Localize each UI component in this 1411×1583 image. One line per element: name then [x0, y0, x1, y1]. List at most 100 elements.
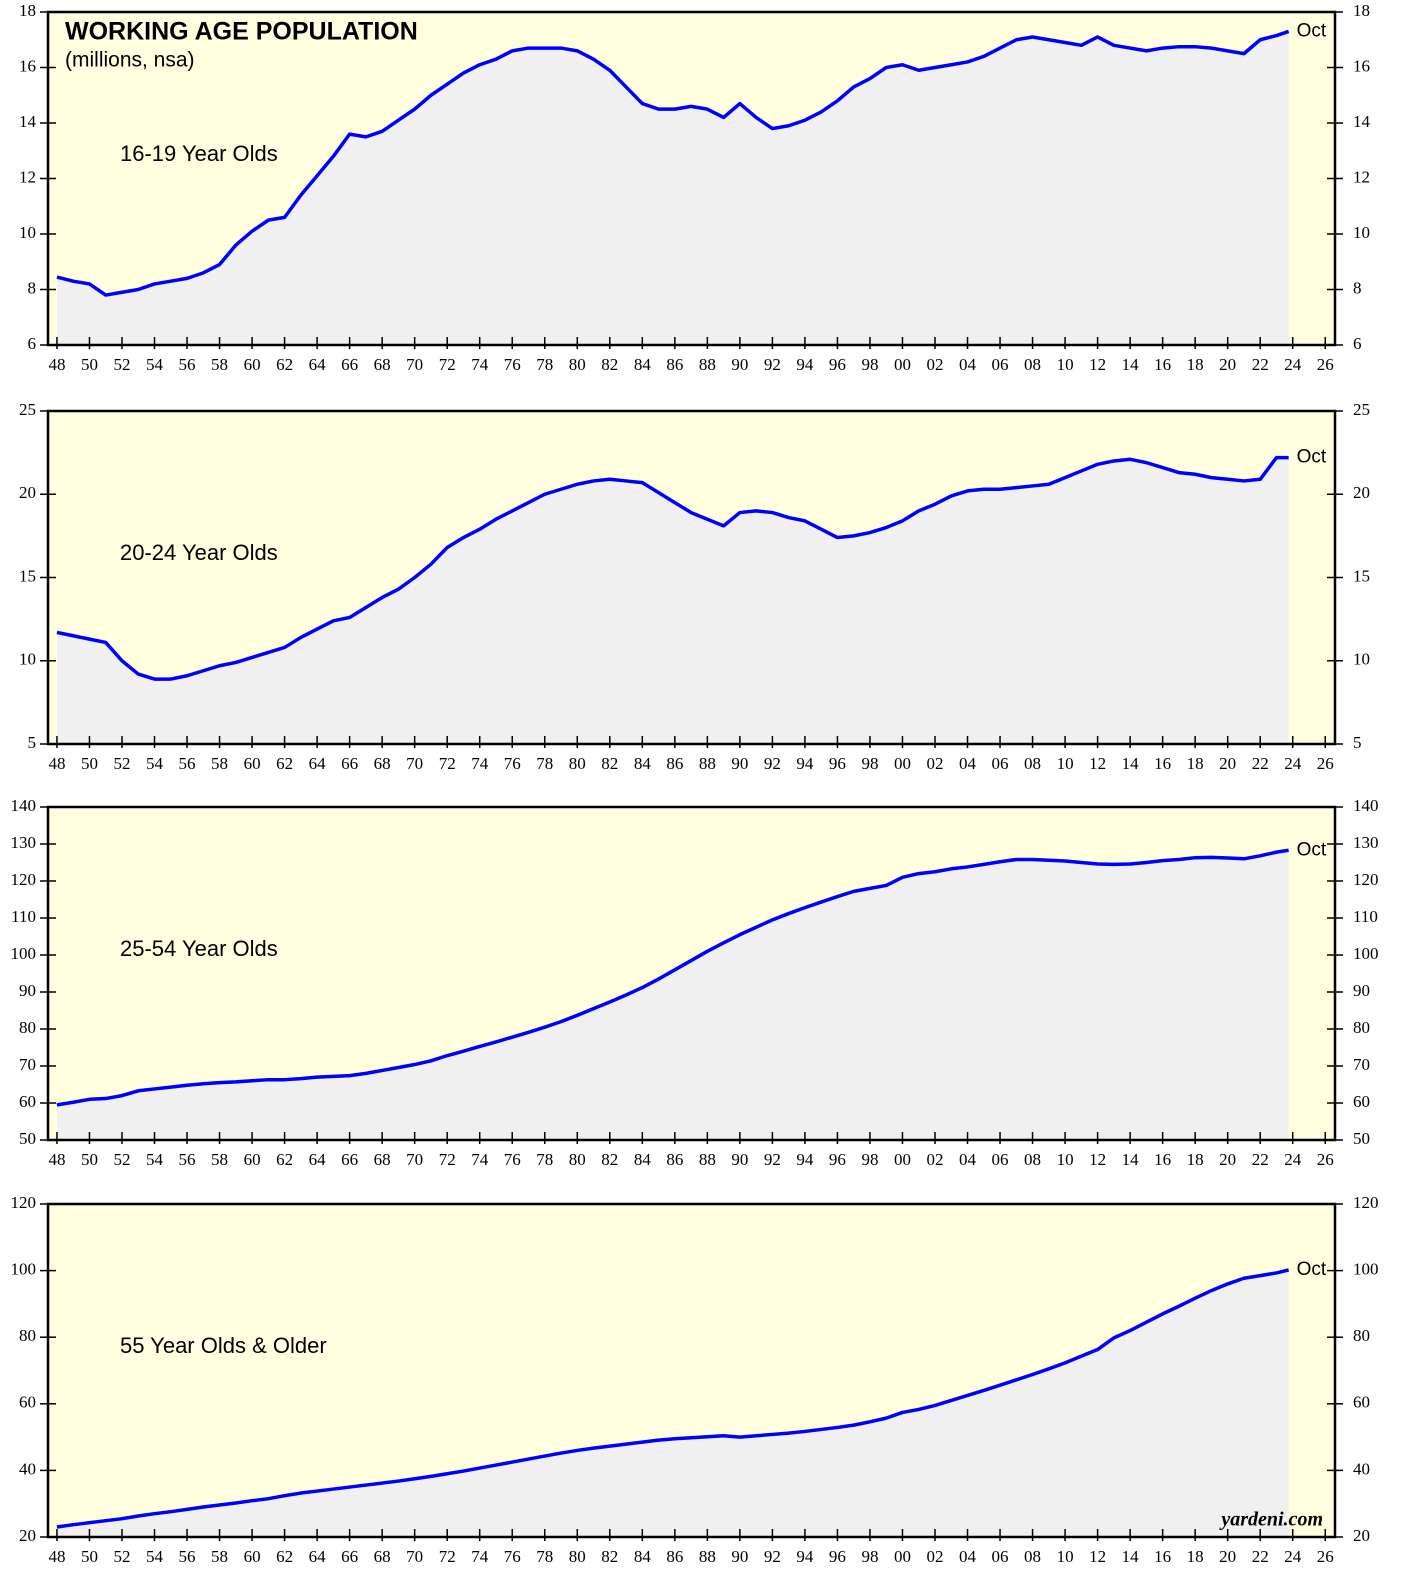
- x-tick-label: 68: [374, 1150, 391, 1169]
- y-tick-label: 16: [19, 56, 36, 75]
- x-tick-label: 62: [276, 1150, 293, 1169]
- x-tick-label: 66: [341, 754, 358, 773]
- line: [56, 848, 1289, 1107]
- x-tick-label: 48: [48, 754, 65, 773]
- y-tick-label: 60: [1353, 1092, 1370, 1111]
- y-tick-label: 20: [19, 483, 36, 502]
- x-tick-label: 12: [1089, 1150, 1106, 1169]
- y-tick-label: 40: [1353, 1459, 1370, 1478]
- x-tick-label: 88: [699, 754, 716, 773]
- x-tick-label: 86: [666, 355, 683, 374]
- x-tick-label: 72: [439, 355, 456, 374]
- x-tick-label: 48: [48, 1547, 65, 1566]
- x-tick-label: 64: [309, 754, 327, 773]
- annotation: Oct: [1297, 1259, 1327, 1280]
- x-tick-label: 22: [1252, 355, 1269, 374]
- x-tick-label: 98: [861, 1150, 878, 1169]
- x-tick-label: 24: [1284, 355, 1302, 374]
- x-tick-label: 54: [146, 1547, 164, 1566]
- x-tick-label: 74: [471, 1150, 489, 1169]
- x-tick-label: 04: [959, 754, 977, 773]
- x-tick-label: 52: [113, 355, 130, 374]
- x-tick-label: 78: [536, 1547, 553, 1566]
- x-tick-label: 74: [471, 1547, 489, 1566]
- x-tick-label: 94: [796, 1150, 814, 1169]
- x-tick-label: 16: [1154, 1150, 1171, 1169]
- x-tick-label: 22: [1252, 1547, 1269, 1566]
- x-tick-label: 92: [764, 355, 781, 374]
- x-tick-label: 04: [959, 355, 977, 374]
- x-tick-label: 50: [81, 754, 98, 773]
- series-label: 55 Year Olds & Older: [120, 1333, 327, 1358]
- x-tick-label: 64: [309, 355, 327, 374]
- x-tick-label: 48: [48, 1150, 65, 1169]
- x-tick-label: 74: [471, 355, 489, 374]
- line: [56, 1268, 1290, 1529]
- x-tick-label: 14: [1122, 355, 1140, 374]
- y-tick-label: 70: [19, 1055, 36, 1074]
- y-tick-label: 100: [1353, 1260, 1379, 1279]
- x-tick-label: 04: [959, 1547, 977, 1566]
- x-tick-label: 20: [1219, 355, 1236, 374]
- y-tick-label: 20: [19, 1526, 36, 1545]
- x-tick-label: 98: [861, 355, 878, 374]
- x-tick-label: 76: [504, 355, 521, 374]
- x-tick-label: 12: [1089, 754, 1106, 773]
- y-tick-label: 80: [19, 1326, 36, 1345]
- x-tick-label: 96: [829, 355, 846, 374]
- x-tick-label: 58: [211, 355, 228, 374]
- x-tick-label: 86: [666, 1150, 683, 1169]
- x-tick-label: 06: [992, 355, 1009, 374]
- x-tick-label: 24: [1284, 1547, 1302, 1566]
- x-tick-label: 84: [634, 355, 652, 374]
- x-tick-label: 26: [1317, 1547, 1334, 1566]
- y-tick-label: 120: [1353, 1193, 1379, 1212]
- x-tick-label: 74: [471, 754, 489, 773]
- x-tick-label: 82: [601, 1150, 618, 1169]
- y-tick-label: 130: [11, 833, 37, 852]
- y-tick-label: 60: [19, 1092, 36, 1111]
- x-tick-label: 00: [894, 1150, 911, 1169]
- y-tick-label: 18: [1353, 1, 1370, 20]
- x-tick-label: 26: [1317, 1150, 1334, 1169]
- y-tick-label: 10: [1353, 650, 1370, 669]
- x-tick-label: 50: [81, 1150, 98, 1169]
- x-tick-label: 02: [926, 1547, 943, 1566]
- x-tick-label: 56: [179, 754, 196, 773]
- area: [56, 1269, 1289, 1537]
- y-tick-label: 80: [1353, 1018, 1370, 1037]
- x-tick-label: 90: [731, 1150, 748, 1169]
- y-tick-label: 120: [11, 1193, 37, 1212]
- series-label: 20-24 Year Olds: [120, 540, 278, 565]
- x-tick-label: 22: [1252, 1150, 1269, 1169]
- annotation: Oct: [1297, 20, 1327, 41]
- x-tick-label: 72: [439, 1150, 456, 1169]
- y-tick-label: 10: [1353, 223, 1370, 242]
- x-tick-label: 66: [341, 1547, 358, 1566]
- y-tick-label: 100: [1353, 944, 1379, 963]
- area: [56, 457, 1289, 744]
- x-tick-label: 54: [146, 1150, 164, 1169]
- x-tick-label: 02: [926, 754, 943, 773]
- y-tick-label: 8: [28, 278, 37, 297]
- x-tick-label: 14: [1122, 1150, 1140, 1169]
- x-tick-label: 78: [536, 1150, 553, 1169]
- x-tick-label: 06: [992, 1150, 1009, 1169]
- x-tick-label: 86: [666, 754, 683, 773]
- plot-frame: [46, 1202, 1337, 1539]
- x-tick-label: 00: [894, 1547, 911, 1566]
- chart-title: WORKING AGE POPULATION: [65, 18, 418, 46]
- x-tick-label: 64: [309, 1150, 327, 1169]
- x-tick-label: 16: [1154, 355, 1171, 374]
- y-tick-label: 100: [11, 1260, 37, 1279]
- y-tick-label: 80: [1353, 1326, 1370, 1345]
- y-tick-label: 50: [19, 1129, 36, 1148]
- y-tick-label: 80: [19, 1018, 36, 1037]
- y-tick-label: 50: [1353, 1129, 1370, 1148]
- x-tick-label: 76: [504, 1150, 521, 1169]
- x-tick-label: 94: [796, 355, 814, 374]
- x-tick-label: 50: [81, 1547, 98, 1566]
- x-tick-label: 12: [1089, 355, 1106, 374]
- x-tick-label: 20: [1219, 1150, 1236, 1169]
- y-tick-label: 130: [1353, 833, 1379, 852]
